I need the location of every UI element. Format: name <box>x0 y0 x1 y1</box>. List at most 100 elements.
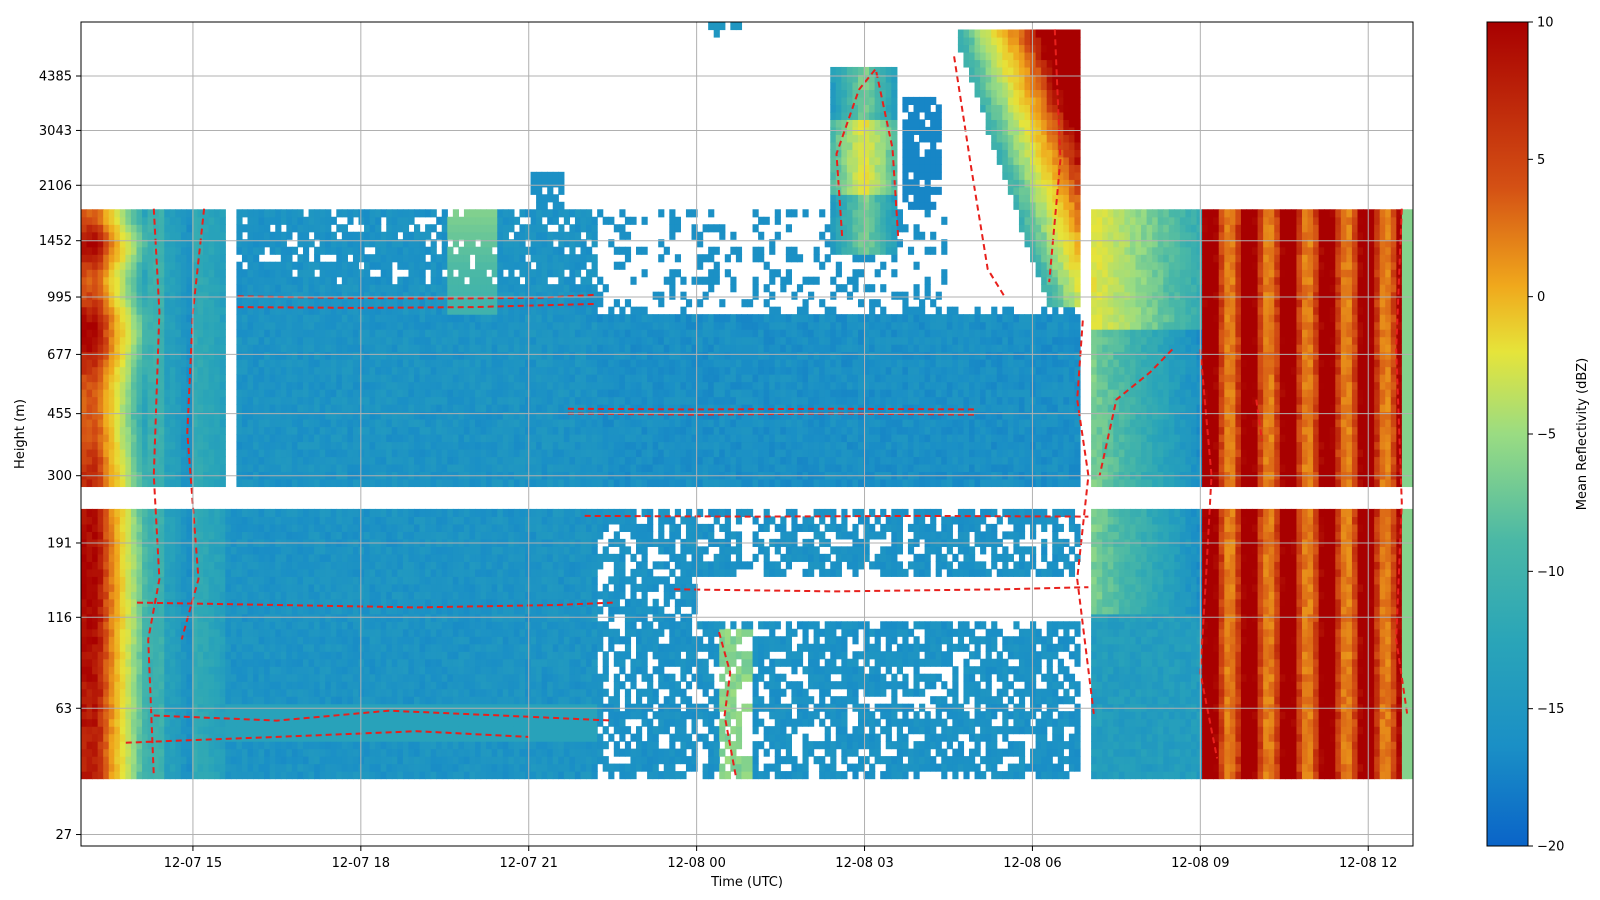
reflectivity-cell <box>419 441 426 450</box>
reflectivity-cell <box>436 726 443 735</box>
reflectivity-cell <box>391 329 398 338</box>
reflectivity-cell <box>130 681 138 690</box>
reflectivity-cell <box>430 568 437 577</box>
reflectivity-cell <box>125 366 132 375</box>
reflectivity-cell <box>219 508 226 517</box>
reflectivity-cell <box>247 434 254 443</box>
reflectivity-cell <box>197 374 204 383</box>
reflectivity-cell <box>225 628 232 637</box>
reflectivity-cell <box>103 523 110 532</box>
reflectivity-cell <box>330 426 337 435</box>
reflectivity-cell <box>319 606 326 615</box>
reflectivity-cell <box>136 666 143 675</box>
reflectivity-cell <box>208 756 215 765</box>
reflectivity-cell <box>119 448 126 458</box>
reflectivity-cell <box>114 591 121 600</box>
reflectivity-cell <box>380 523 387 532</box>
reflectivity-cell <box>402 621 410 630</box>
reflectivity-cell <box>269 598 276 607</box>
reflectivity-cell <box>441 366 448 375</box>
reflectivity-cell <box>108 666 115 675</box>
reflectivity-cell <box>402 516 410 525</box>
reflectivity-cell <box>330 246 337 255</box>
reflectivity-cell <box>169 478 176 488</box>
reflectivity-cell <box>130 329 138 338</box>
reflectivity-cell <box>386 703 393 712</box>
reflectivity-cell <box>325 231 332 240</box>
reflectivity-cell <box>97 696 104 705</box>
reflectivity-cell <box>402 291 410 300</box>
reflectivity-cell <box>447 224 454 233</box>
reflectivity-cell <box>86 621 93 630</box>
reflectivity-cell <box>352 598 360 607</box>
reflectivity-cell <box>153 621 160 630</box>
reflectivity-cell <box>253 448 260 458</box>
reflectivity-cell <box>352 636 360 645</box>
reflectivity-cell <box>336 306 343 315</box>
reflectivity-cell <box>175 216 182 225</box>
reflectivity-cell <box>402 239 410 248</box>
reflectivity-cell <box>314 613 321 622</box>
reflectivity-cell <box>430 666 437 675</box>
reflectivity-cell <box>452 703 459 712</box>
reflectivity-cell <box>114 516 121 525</box>
reflectivity-cell <box>219 231 226 240</box>
reflectivity-cell <box>430 329 437 338</box>
reflectivity-cell <box>402 381 410 390</box>
reflectivity-cell <box>325 441 332 450</box>
reflectivity-cell <box>347 329 354 338</box>
reflectivity-cell <box>253 763 260 772</box>
reflectivity-cell <box>175 426 182 435</box>
reflectivity-cell <box>186 523 193 532</box>
reflectivity-cell <box>375 426 382 435</box>
reflectivity-cell <box>192 463 199 473</box>
reflectivity-cell <box>125 733 132 742</box>
reflectivity-cell <box>397 748 404 757</box>
reflectivity-cell <box>169 643 176 652</box>
reflectivity-cell <box>86 546 93 555</box>
reflectivity-cell <box>253 276 260 285</box>
reflectivity-cell <box>81 508 88 517</box>
reflectivity-cell <box>119 224 126 233</box>
reflectivity-cell <box>81 531 88 540</box>
reflectivity-cell <box>92 666 99 675</box>
reflectivity-cell <box>258 591 265 600</box>
reflectivity-cell <box>247 658 254 667</box>
reflectivity-cell <box>164 741 171 750</box>
reflectivity-cell <box>92 276 99 285</box>
reflectivity-cell <box>419 598 426 607</box>
reflectivity-cell <box>119 426 126 435</box>
reflectivity-cell <box>369 389 376 398</box>
reflectivity-cell <box>253 658 260 667</box>
reflectivity-cell <box>325 673 332 682</box>
reflectivity-cell <box>164 329 171 338</box>
reflectivity-cell <box>253 613 260 622</box>
reflectivity-cell <box>203 718 210 727</box>
reflectivity-cell <box>247 366 254 375</box>
reflectivity-cell <box>142 651 149 660</box>
reflectivity-cell <box>114 598 121 607</box>
reflectivity-cell <box>147 681 154 690</box>
reflectivity-cell <box>319 456 326 465</box>
reflectivity-cell <box>386 269 393 278</box>
reflectivity-cell <box>408 284 415 293</box>
reflectivity-cell <box>114 216 121 225</box>
reflectivity-cell <box>319 441 326 450</box>
reflectivity-cell <box>125 246 132 255</box>
reflectivity-cell <box>386 756 393 765</box>
reflectivity-cell <box>458 246 465 255</box>
reflectivity-cell <box>408 269 415 278</box>
reflectivity-cell <box>147 269 154 278</box>
reflectivity-cell <box>197 508 204 517</box>
reflectivity-cell <box>364 239 371 248</box>
reflectivity-cell <box>108 389 115 398</box>
reflectivity-cell <box>147 628 154 637</box>
reflectivity-cell <box>452 359 459 368</box>
reflectivity-cell <box>447 306 454 315</box>
reflectivity-cell <box>280 703 287 712</box>
reflectivity-cell <box>303 441 310 450</box>
reflectivity-cell <box>197 711 204 720</box>
reflectivity-cell <box>291 329 299 338</box>
reflectivity-cell <box>364 651 371 660</box>
reflectivity-cell <box>197 741 204 750</box>
